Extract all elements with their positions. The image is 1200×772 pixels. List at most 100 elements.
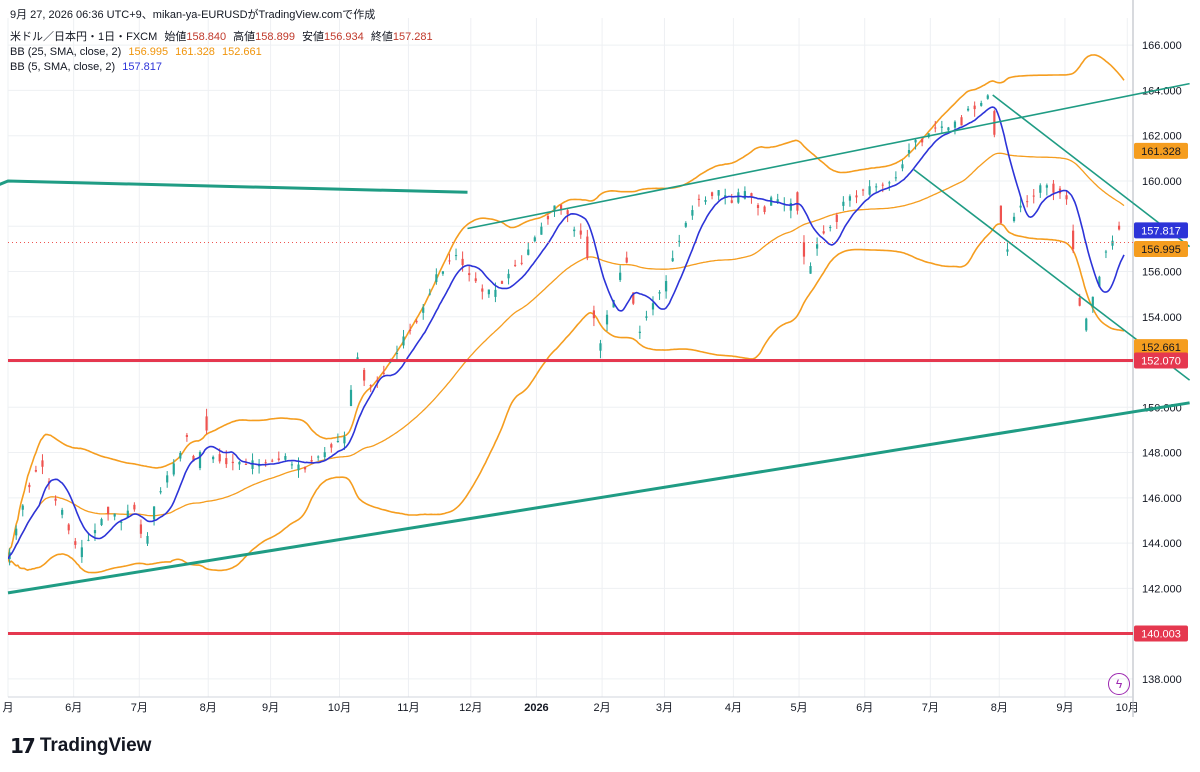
candle-body bbox=[710, 192, 714, 196]
candle-body bbox=[402, 336, 405, 346]
candle-body bbox=[218, 454, 221, 462]
candle-body bbox=[317, 456, 320, 458]
candle-body bbox=[198, 452, 202, 469]
plot-area bbox=[8, 54, 1125, 574]
candle-body bbox=[93, 530, 97, 534]
candle-body bbox=[1117, 225, 1121, 230]
candle-body bbox=[638, 331, 641, 333]
candle-body bbox=[15, 528, 18, 536]
price-label-text: 152.070 bbox=[1141, 355, 1181, 367]
tv-logo-text: TradingView bbox=[39, 735, 152, 756]
candle-body bbox=[251, 460, 254, 469]
candle-body bbox=[914, 139, 917, 143]
candle-body bbox=[868, 186, 871, 195]
candle-body bbox=[507, 273, 510, 279]
candle-body bbox=[185, 435, 188, 437]
candle-body bbox=[277, 458, 280, 460]
price-label-box bbox=[1134, 222, 1188, 239]
candle-body bbox=[848, 196, 852, 201]
candle-body bbox=[861, 189, 865, 191]
high-label: 高値 bbox=[233, 31, 256, 43]
candle-body bbox=[829, 227, 832, 229]
candle-body bbox=[28, 484, 31, 488]
x-tick-label: 8月 bbox=[991, 702, 1008, 714]
candle-body bbox=[422, 307, 425, 313]
candle-body bbox=[822, 231, 825, 234]
candle-body bbox=[395, 352, 399, 354]
y-tick-label: 148.000 bbox=[1142, 448, 1182, 460]
candle-body bbox=[258, 464, 261, 467]
candle-body bbox=[592, 310, 595, 319]
candle-body bbox=[152, 506, 156, 520]
candle-body bbox=[533, 237, 536, 242]
candle-body bbox=[500, 281, 504, 284]
candle-body bbox=[74, 541, 77, 545]
candle-body bbox=[816, 244, 819, 249]
candle-body bbox=[297, 464, 300, 471]
channel-line-ascending-lower bbox=[7, 401, 1190, 595]
candle-body bbox=[973, 105, 976, 110]
x-tick-label: 2月 bbox=[594, 702, 611, 714]
candle-body bbox=[336, 440, 339, 443]
price-label-box bbox=[1134, 240, 1188, 257]
open-value: 158.840 bbox=[186, 31, 227, 43]
bb25-legend[interactable]: BB (25, SMA, close, 2) 156.995 161.328 1… bbox=[10, 45, 266, 59]
chart-title-line: 9月 27, 2026 06:36 UTC+9、mikan-ya-EURUSDが… bbox=[10, 8, 379, 22]
candle-body bbox=[678, 240, 681, 242]
candle-body bbox=[763, 206, 766, 213]
candle-body bbox=[894, 177, 897, 179]
candle-body bbox=[658, 292, 661, 294]
candle-body bbox=[605, 314, 609, 325]
ohlc-legend[interactable]: 米ドル／日本円・1日・FXCM 始値158.840 高値158.899 安値15… bbox=[10, 30, 437, 44]
candle-body bbox=[737, 192, 740, 203]
price-label-text: 157.817 bbox=[1141, 225, 1181, 237]
x-tick-label: 10月 bbox=[328, 702, 351, 714]
candle-body bbox=[363, 369, 366, 381]
candle-body bbox=[842, 201, 845, 206]
channel-line-descending-upper bbox=[992, 94, 1191, 248]
candle-body bbox=[284, 456, 287, 460]
candle-body bbox=[645, 316, 648, 318]
candle-body bbox=[907, 150, 911, 154]
price-label-box bbox=[1134, 142, 1188, 159]
candle-body bbox=[1065, 195, 1068, 200]
candle-body bbox=[750, 193, 753, 198]
x-tick-label: 12月 bbox=[459, 702, 482, 714]
candle-body bbox=[310, 460, 313, 462]
x-tick-label: 月 bbox=[3, 702, 14, 714]
candle-body bbox=[461, 258, 464, 266]
price-label-box bbox=[1134, 352, 1188, 369]
candle-body bbox=[330, 444, 333, 448]
price-label-box bbox=[1134, 339, 1188, 356]
open-label: 始値 bbox=[164, 31, 187, 43]
candle-body bbox=[855, 195, 858, 198]
candle-body bbox=[776, 199, 779, 202]
price-label-text: 152.661 bbox=[1141, 342, 1181, 354]
lightning-icon[interactable]: ϟ bbox=[1108, 673, 1130, 695]
candle-body bbox=[408, 329, 412, 331]
lightning-glyph: ϟ bbox=[1115, 677, 1123, 691]
candle-body bbox=[113, 513, 116, 517]
candle-body bbox=[166, 475, 169, 483]
x-tick-label: 7月 bbox=[131, 702, 148, 714]
candle-body bbox=[566, 210, 569, 215]
candle-body bbox=[448, 260, 451, 262]
candle-body bbox=[231, 461, 234, 464]
candle-body bbox=[146, 535, 149, 544]
candle-body bbox=[999, 205, 1003, 223]
candle-body bbox=[303, 466, 307, 470]
x-tick-label: 6月 bbox=[65, 702, 82, 714]
candle-body bbox=[271, 460, 274, 462]
bb25-basis-line bbox=[8, 152, 1125, 560]
bb25-upper-line bbox=[8, 54, 1125, 560]
candle-body bbox=[743, 191, 746, 199]
candle-body bbox=[244, 463, 248, 465]
candle-body bbox=[1078, 297, 1081, 306]
y-tick-label: 166.000 bbox=[1142, 40, 1182, 52]
x-tick-label: 8月 bbox=[200, 702, 217, 714]
candle-body bbox=[454, 255, 458, 257]
bb5-legend[interactable]: BB (5, SMA, close, 2) 157.817 bbox=[10, 60, 166, 74]
candle-body bbox=[133, 504, 136, 510]
candle-body bbox=[684, 222, 687, 227]
